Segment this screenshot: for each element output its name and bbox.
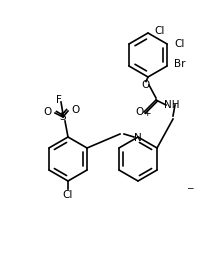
Text: −: − xyxy=(186,183,194,193)
Text: F: F xyxy=(56,95,62,105)
Text: O: O xyxy=(71,105,79,115)
Text: O: O xyxy=(43,107,51,117)
Text: +: + xyxy=(143,108,151,118)
Text: Cl: Cl xyxy=(63,190,73,200)
Text: Cl: Cl xyxy=(174,39,184,49)
Text: NH: NH xyxy=(164,100,180,110)
Text: S: S xyxy=(60,112,66,122)
Text: O: O xyxy=(135,107,143,117)
Text: Br: Br xyxy=(174,59,185,69)
Text: O: O xyxy=(142,80,150,90)
Text: Cl: Cl xyxy=(154,26,164,36)
Text: N: N xyxy=(134,133,142,143)
